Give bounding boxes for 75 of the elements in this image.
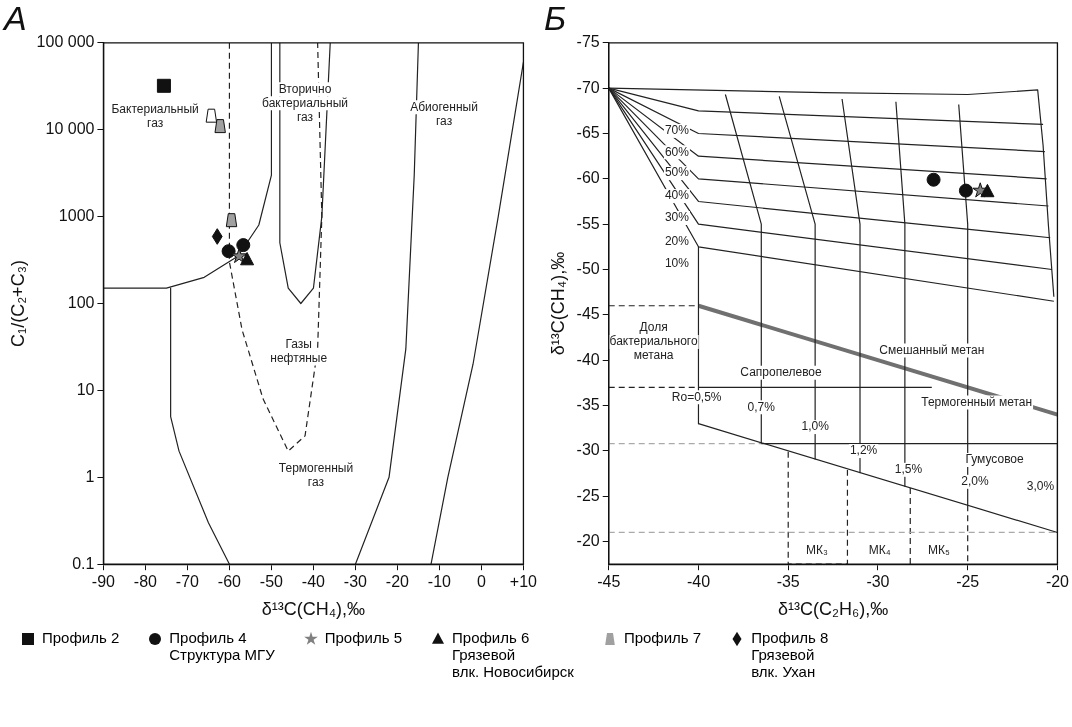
x-tick-label: -60 <box>217 573 242 591</box>
x-tick-label: +10 <box>509 573 538 591</box>
x-tick-label: -80 <box>133 573 158 591</box>
x-tick-label: -45 <box>597 573 621 591</box>
legend-label: Профиль 8 Грязевой влк. Ухан <box>751 629 829 680</box>
annotation: 30% <box>664 210 690 225</box>
y-tick-label: 1000 <box>58 207 95 225</box>
y-tick-label: 100 000 <box>36 33 95 51</box>
x-tick-label: -70 <box>175 573 200 591</box>
annotation: МК₄ <box>868 542 891 557</box>
y-axis-title: δ¹³C(CH₄),‰ <box>547 251 568 356</box>
y-tick-label: -55 <box>576 214 600 232</box>
x-axis-title: δ¹³C(C₂H₆),‰ <box>777 599 889 620</box>
y-tick-label: -50 <box>576 259 600 277</box>
annotation: 40% <box>664 188 690 203</box>
annotation: 10% <box>664 256 690 271</box>
legend-label: Профиль 5 <box>324 629 403 646</box>
y-tick-label: -75 <box>576 33 600 51</box>
annotation: МК₅ <box>928 542 951 557</box>
x-tick-label: -35 <box>776 573 800 591</box>
x-tick-label: -25 <box>956 573 980 591</box>
annotation: 1,0% <box>801 419 830 434</box>
chart-title: Б <box>544 0 567 37</box>
annotation: Газы нефтяные <box>270 336 328 365</box>
x-tick-label: -30 <box>343 573 368 591</box>
annotation: Термогенный газ <box>278 460 354 489</box>
annotation: Гумусовое <box>965 452 1025 467</box>
x-tick-label: -50 <box>259 573 284 591</box>
x-tick-label: -10 <box>427 573 452 591</box>
annotation: Доля бактериального метана <box>609 320 698 363</box>
x-tick-label: -20 <box>385 573 410 591</box>
legend-label: Профиль 7 <box>623 629 702 646</box>
y-tick-label: -35 <box>576 395 600 413</box>
annotation: 1,5% <box>894 462 923 477</box>
x-tick-label: -30 <box>866 573 890 591</box>
y-tick-label: 0.1 <box>72 554 95 572</box>
annotation: 2,0% <box>961 474 989 489</box>
y-tick-label: -60 <box>576 169 600 187</box>
y-tick-label: -65 <box>576 123 600 141</box>
legend-label: Профиль 2 <box>42 629 120 646</box>
annotation: 60% <box>664 144 690 159</box>
x-tick-label: 0 <box>476 573 486 591</box>
x-tick-label: -20 <box>1045 573 1070 591</box>
annotation: Вторично бактериальный газ <box>262 81 349 124</box>
x-tick-label: -90 <box>91 573 116 591</box>
legend-label: Профиль 4 Структура МГУ <box>169 629 275 663</box>
annotation: 50% <box>664 165 690 180</box>
y-tick-label: 10 <box>76 380 95 398</box>
y-tick-label: -20 <box>576 531 600 549</box>
annotation: Бактериальный газ <box>111 102 199 131</box>
annotation: Абиогенный газ <box>410 99 478 128</box>
x-axis-title: δ¹³C(CH₄),‰ <box>261 599 366 620</box>
y-axis-title: C₁/(C₂+C₃) <box>7 260 28 347</box>
y-tick-label: -25 <box>576 486 600 504</box>
x-tick-label: -40 <box>301 573 326 591</box>
y-tick-label: -70 <box>576 78 600 96</box>
y-tick-label: 1 <box>85 467 95 485</box>
y-tick-label: 100 <box>67 293 95 311</box>
y-tick-label: -45 <box>576 305 600 323</box>
chart-title: А <box>2 0 27 37</box>
annotation: Смешанный метан <box>879 342 985 357</box>
annotation: МК₃ <box>805 542 828 557</box>
annotation: 70% <box>664 123 690 138</box>
annotation: 3,0% <box>1026 479 1055 494</box>
y-tick-label: 10 000 <box>45 120 95 138</box>
annotation: Термогенный метан <box>921 394 1033 409</box>
annotation: 0,7% <box>747 399 776 414</box>
x-tick-label: -40 <box>686 573 711 591</box>
y-tick-label: -40 <box>576 350 600 368</box>
annotation: Ro=0,5% <box>671 389 722 404</box>
legend-label: Профиль 6 Грязевой влк. Новосибирск <box>452 629 574 680</box>
annotation: Сапропелевое <box>740 365 823 380</box>
y-tick-label: -30 <box>576 441 600 459</box>
annotation: 20% <box>664 233 690 248</box>
annotation: 1,2% <box>849 443 878 458</box>
